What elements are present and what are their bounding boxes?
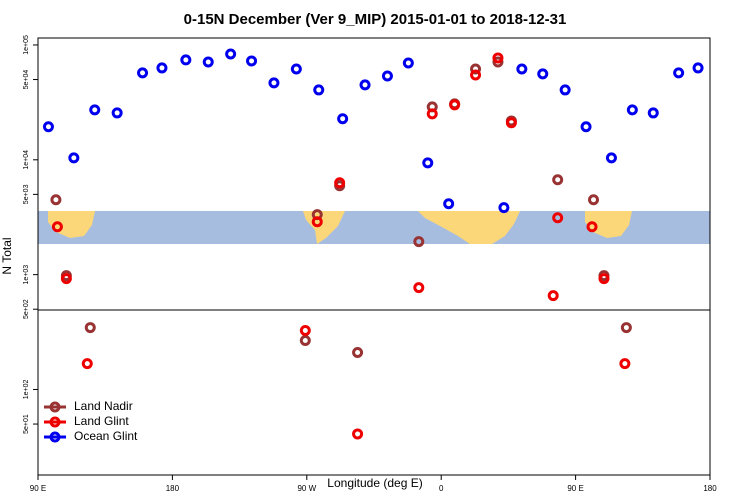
legend-label: Land Nadir	[74, 399, 133, 413]
point	[299, 325, 311, 337]
point	[402, 57, 414, 69]
point	[337, 113, 349, 125]
point	[443, 198, 455, 210]
x-tick-label: 0	[439, 484, 444, 493]
legend-label: Ocean Glint	[74, 429, 138, 443]
point	[537, 68, 549, 80]
point	[492, 56, 504, 68]
y-tick-label: 1e+05	[23, 35, 30, 55]
point	[605, 152, 617, 164]
legend-marker	[49, 431, 61, 443]
point	[559, 84, 571, 96]
y-tick-label: 5e+04	[23, 70, 30, 90]
point	[498, 202, 510, 214]
y-tick-label: 1e+04	[23, 150, 30, 170]
point	[202, 56, 214, 68]
point	[547, 290, 559, 302]
point	[50, 194, 62, 206]
chart-title: 0-15N December (Ver 9_MIP) 2015-01-01 to…	[184, 11, 567, 28]
y-tick-label: 5e+03	[23, 184, 30, 204]
x-tick-label: 180	[166, 484, 180, 493]
x-tick-label: 90 E	[567, 484, 583, 493]
point	[647, 107, 659, 119]
x-tick-label: 180	[703, 484, 717, 493]
point	[290, 63, 302, 75]
point	[516, 63, 528, 75]
y-tick-label: 1e+02	[23, 380, 30, 400]
point	[51, 221, 63, 233]
point	[492, 52, 504, 64]
point	[505, 117, 517, 129]
point	[620, 322, 632, 334]
point	[68, 152, 80, 164]
point	[422, 157, 434, 169]
point	[299, 334, 311, 346]
point	[470, 69, 482, 81]
point	[352, 346, 364, 358]
point	[692, 62, 704, 74]
y-tick-label: 1e+03	[23, 265, 30, 285]
point	[580, 121, 592, 133]
point	[359, 79, 371, 91]
legend-marker	[49, 401, 61, 413]
point	[156, 62, 168, 74]
x-tick-label: 90 W	[297, 484, 316, 493]
point	[426, 108, 438, 120]
point	[381, 70, 393, 82]
map-band	[38, 211, 710, 244]
point	[413, 282, 425, 294]
point	[586, 221, 598, 233]
x-axis-label: Longitude (deg E)	[327, 476, 422, 490]
point	[60, 273, 72, 285]
point	[673, 67, 685, 79]
point	[626, 104, 638, 116]
point	[352, 428, 364, 440]
plot-frame	[37, 37, 711, 476]
point	[552, 212, 564, 224]
y-axis-label: N Total	[0, 237, 14, 274]
point	[180, 54, 192, 66]
point	[598, 273, 610, 285]
y-tick-label: 5e+01	[23, 414, 30, 434]
point	[552, 174, 564, 186]
point	[246, 55, 258, 67]
point	[619, 358, 631, 370]
point	[137, 67, 149, 79]
point	[334, 177, 346, 189]
point	[81, 358, 93, 370]
point	[111, 107, 123, 119]
legend-marker	[49, 416, 61, 428]
point	[42, 121, 54, 133]
legend-label: Land Glint	[74, 414, 129, 428]
point	[84, 322, 96, 334]
point	[588, 194, 600, 206]
point	[268, 77, 280, 89]
point	[89, 104, 101, 116]
point	[313, 84, 325, 96]
y-tick-label: 5e+02	[23, 299, 30, 319]
point	[311, 216, 323, 228]
point	[470, 63, 482, 75]
point	[413, 236, 425, 248]
x-tick-label: 90 E	[30, 484, 46, 493]
point	[225, 48, 237, 60]
point	[449, 99, 461, 111]
